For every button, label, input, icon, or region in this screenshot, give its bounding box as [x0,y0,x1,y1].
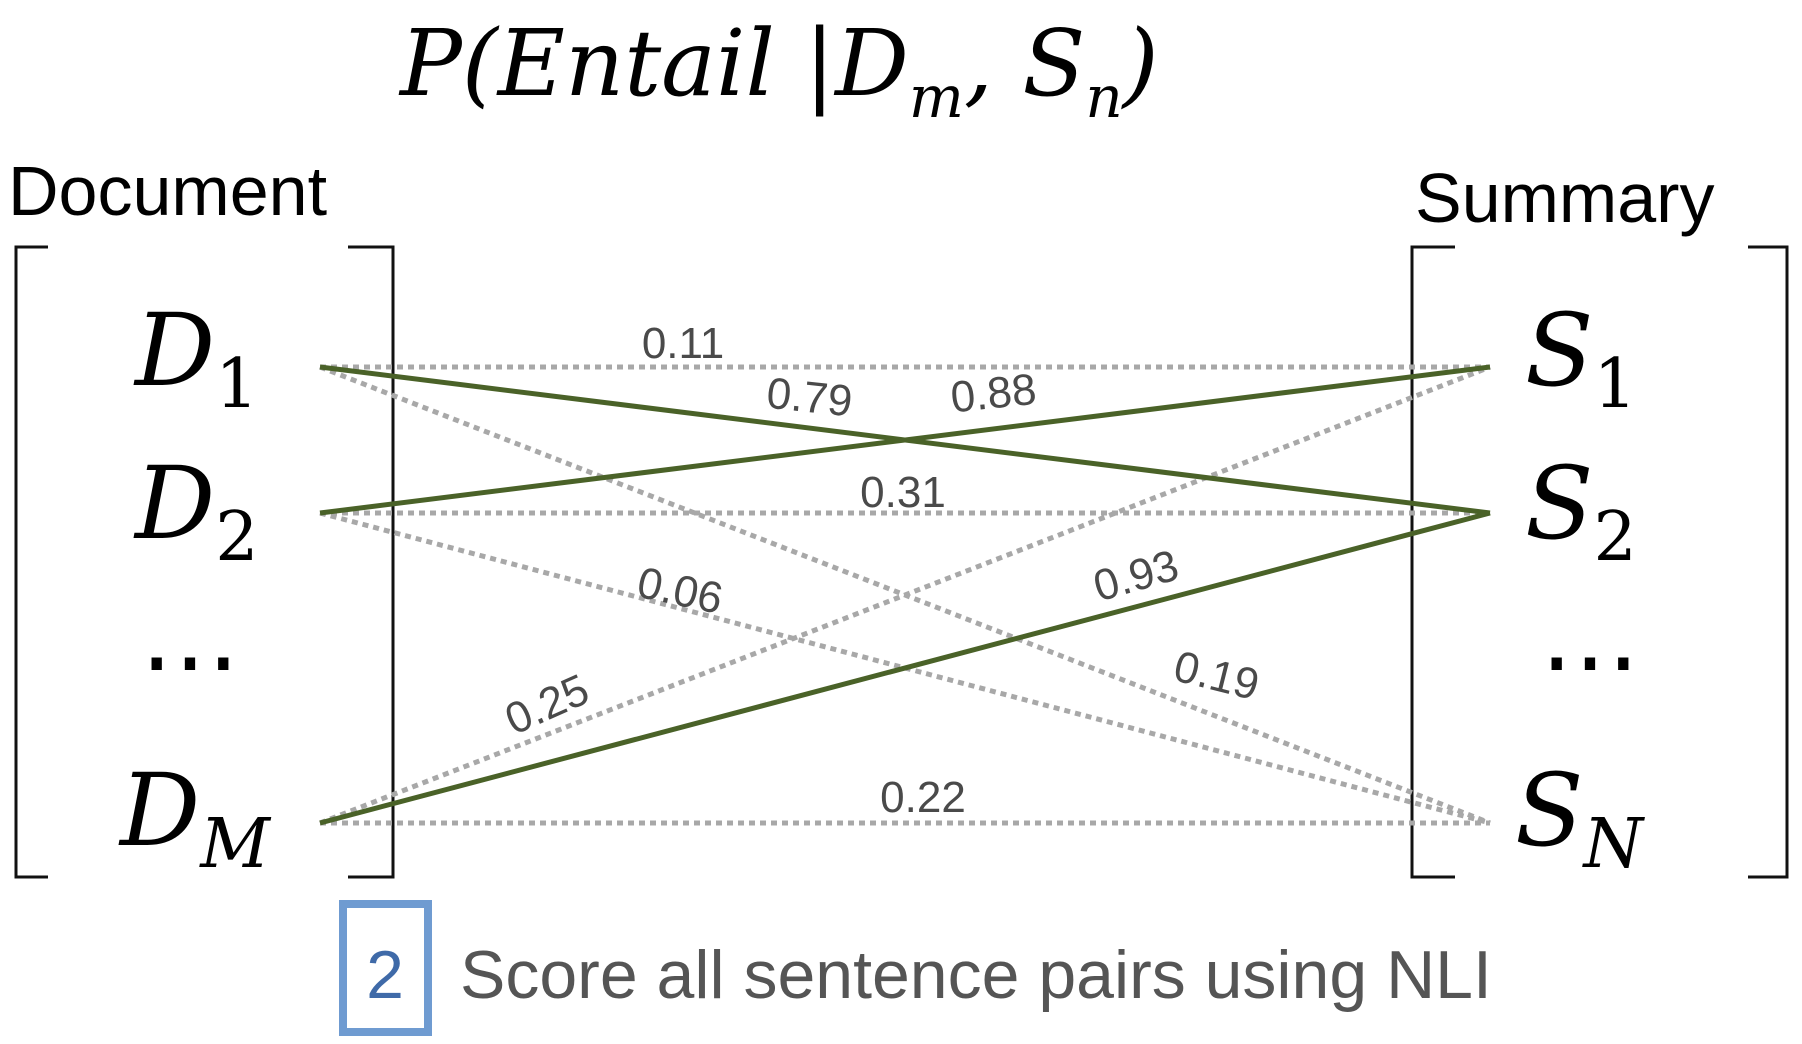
sum-S2: S2 [1525,445,1637,577]
summary-header: Summary [1415,159,1714,237]
doc-Ddots: ⋯ [140,602,240,719]
sum-S1: S1 [1525,292,1637,424]
score-label-D1-S1: 0.11 [642,319,724,368]
document-header: Document [8,152,327,230]
document-sentences: D1 D2 ⋯ DM [118,292,272,884]
summary-bracket [1410,245,1789,879]
formula: P(Entail |Dm, Sn) [398,10,1159,131]
edges-layer [319,364,1491,826]
score-label-DM-S2: 0.93 [1088,541,1184,612]
sum-Sdots: ⋯ [1540,602,1640,719]
score-label-D2-SN: 0.06 [633,558,727,624]
step-number: 2 [366,937,404,1013]
score-label-D2-S1: 0.88 [948,365,1038,423]
summary-sentences: S1 S2 ⋯ SN [1515,292,1646,884]
edge-D2-S1 [319,364,1491,516]
step-caption: Score all sentence pairs using NLI [460,937,1492,1013]
score-label-D2-S2: 0.31 [860,468,946,517]
score-label-D1-S2: 0.79 [764,369,854,427]
document-bracket [14,245,395,879]
score-label-D1-SN: 0.19 [1169,642,1264,710]
score-label-DM-SN: 0.22 [880,773,966,822]
step-number-box [339,900,432,1036]
sum-SN: SN [1515,752,1646,884]
edge-DM-S2 [319,510,1491,826]
doc-DM: DM [118,752,272,884]
edge-DM-S1 [319,364,1491,826]
doc-D1: D1 [133,292,258,424]
doc-D2: D2 [133,445,258,577]
